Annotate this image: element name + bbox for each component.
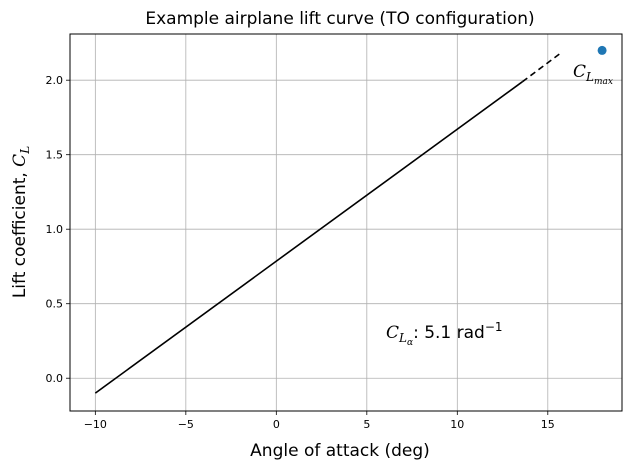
plot-frame (69, 33, 623, 412)
lift-slope-symbol: C (386, 323, 399, 343)
lift-slope-subsubscript: α (407, 338, 413, 348)
y-tick-label: 0.5 (46, 298, 64, 311)
y-tick-label: 2.0 (46, 74, 64, 87)
x-tick-label: −10 (84, 418, 107, 431)
y-axis-label-subscript: L (18, 146, 32, 155)
lift-slope-subscript: L (398, 331, 407, 345)
lift-curve-extrapolation (521, 51, 563, 83)
x-axis-label: Angle of attack (deg) (250, 441, 430, 461)
x-tick-label: 10 (450, 418, 464, 431)
clmax-annotation: CLmax (573, 62, 613, 87)
clmax-point (597, 45, 607, 55)
x-tick-label: 0 (273, 418, 280, 431)
grid (70, 34, 622, 411)
lift-slope-superscript: −1 (485, 320, 503, 334)
lift-curve-line (94, 81, 523, 394)
x-tick-label: 15 (541, 418, 555, 431)
chart-title: Example airplane lift curve (TO configur… (145, 9, 534, 29)
y-axis-ticks: 0.0 0.5 1.0 1.5 2.0 (46, 74, 70, 385)
x-tick-label: 5 (363, 418, 370, 431)
x-tick-label: −5 (178, 418, 194, 431)
y-axis-label-text: Lift coefficient, (10, 167, 30, 298)
y-tick-label: 1.5 (46, 149, 64, 162)
y-tick-label: 0.0 (46, 372, 64, 385)
y-axis-label: Lift coefficient, CL (10, 146, 32, 298)
clmax-subsubscript: max (594, 77, 613, 87)
x-axis-ticks: −10 −5 0 5 10 15 (84, 411, 555, 431)
series-layer (94, 45, 607, 394)
lift-slope-annotation: CLα: 5.1 rad−1 (386, 320, 503, 348)
y-tick-label: 1.0 (46, 223, 64, 236)
lift-slope-value: : 5.1 rad (413, 323, 485, 343)
clmax-symbol: C (573, 62, 586, 82)
clmax-subscript: L (585, 70, 594, 84)
y-axis-label-symbol: C (10, 154, 30, 167)
